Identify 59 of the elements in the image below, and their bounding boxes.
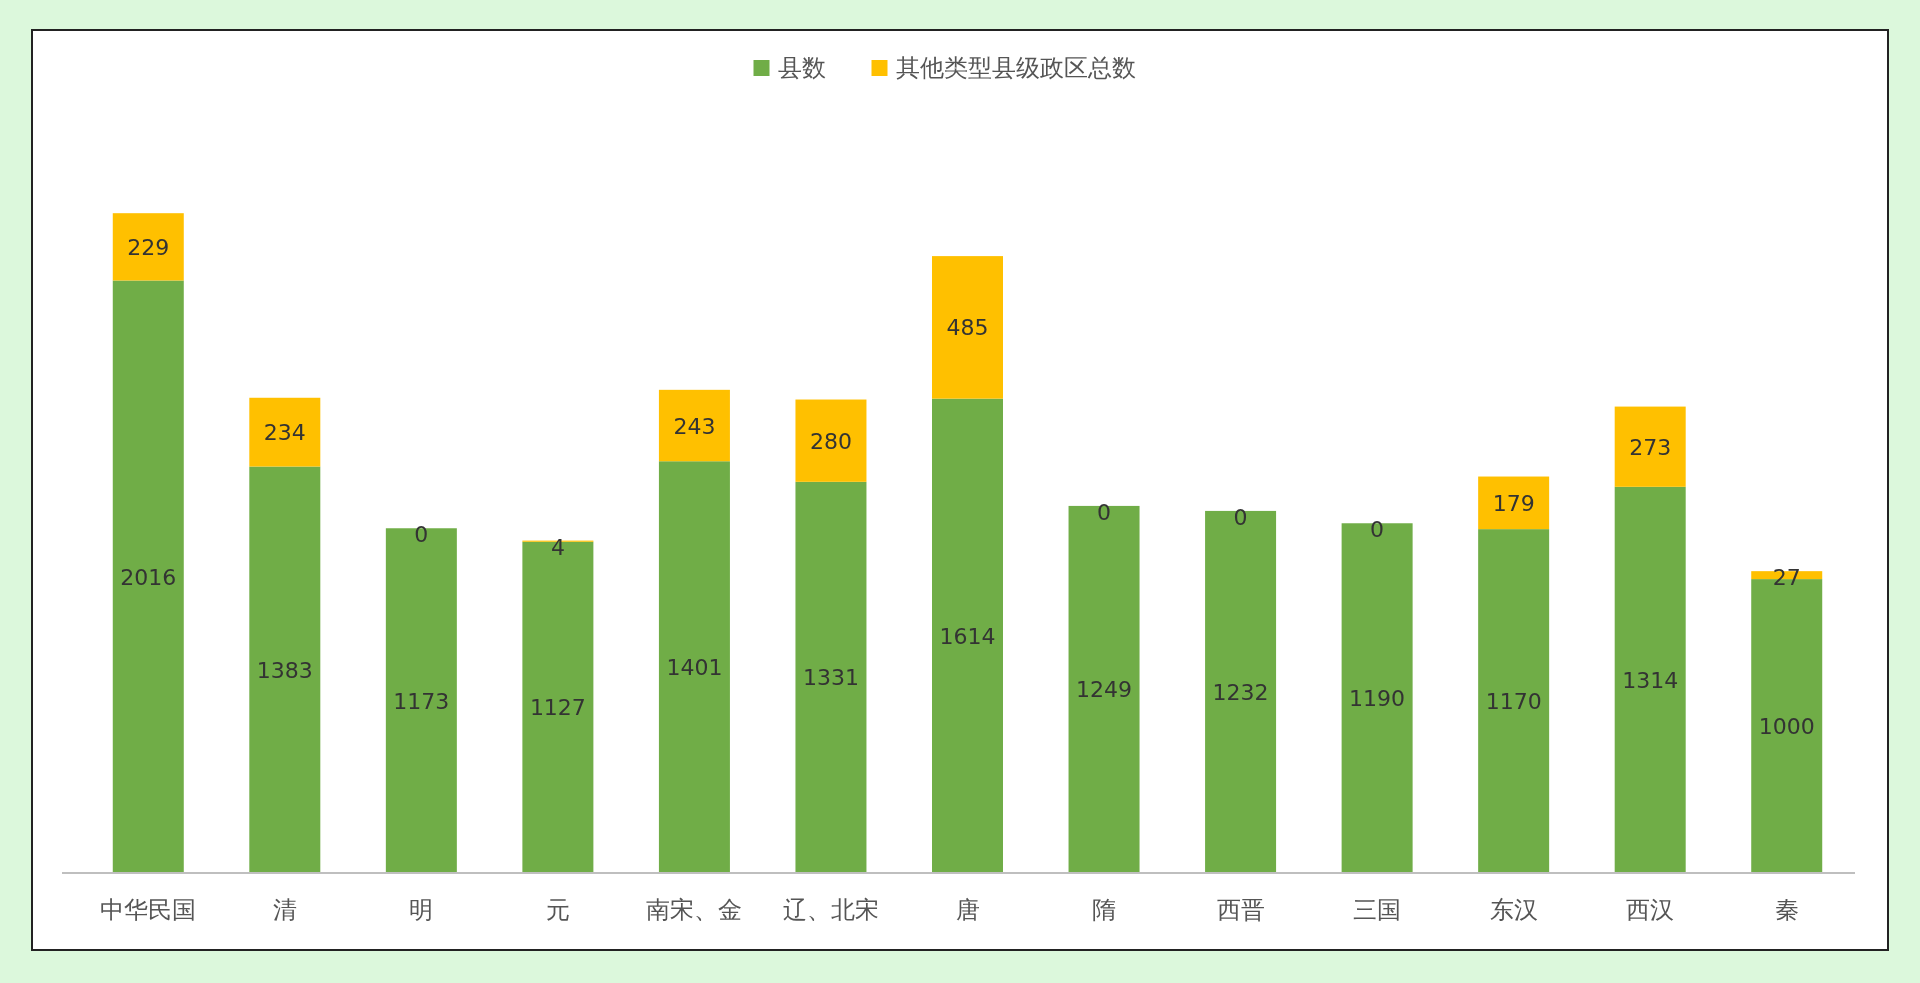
- data-label: 234: [263, 420, 306, 446]
- bar: [1341, 523, 1413, 873]
- bar: [112, 280, 184, 873]
- bar: [522, 541, 594, 873]
- x-tick-label: 三国: [1353, 896, 1402, 924]
- x-tick-label: 西晋: [1216, 896, 1265, 924]
- legend-label: 其他类型县级政区总数: [895, 54, 1136, 82]
- bar: [932, 398, 1003, 873]
- x-tick-label: 清: [272, 896, 297, 924]
- x-tick-label: 元: [545, 896, 570, 924]
- data-label: 229: [127, 234, 170, 260]
- data-label: 280: [809, 428, 852, 454]
- bar: [385, 528, 457, 873]
- data-label: 0: [1097, 499, 1112, 525]
- data-label: 179: [1492, 490, 1535, 516]
- data-label: 1232: [1212, 679, 1269, 705]
- x-tick-label: 秦: [1774, 896, 1799, 924]
- data-label: 0: [414, 522, 429, 548]
- bar: [1478, 529, 1550, 873]
- bar: [249, 397, 321, 467]
- x-tick-label: 中华民国: [100, 896, 197, 924]
- data-label: 1331: [802, 665, 859, 691]
- x-tick-label: 东汉: [1489, 896, 1538, 924]
- data-label: 2016: [120, 564, 177, 590]
- data-label: 0: [1370, 517, 1385, 543]
- bar: [795, 399, 867, 482]
- data-label: 1173: [393, 688, 450, 714]
- bar: [1205, 510, 1277, 873]
- data-label: 273: [1629, 434, 1672, 460]
- data-label: 4: [550, 534, 565, 560]
- x-tick-label: 唐: [955, 896, 980, 924]
- bar: [1614, 486, 1686, 873]
- data-label: 1314: [1622, 667, 1679, 693]
- x-tick-label: 辽、北宋: [782, 896, 879, 924]
- data-label: 1614: [939, 623, 996, 649]
- x-tick-label: 西汉: [1626, 896, 1675, 924]
- bar: [249, 466, 321, 873]
- data-label: 243: [673, 413, 716, 439]
- bar: [1614, 406, 1686, 487]
- bar: [795, 481, 867, 873]
- legend-label: 县数: [777, 54, 826, 82]
- bar: [658, 389, 730, 462]
- bar: [1068, 505, 1140, 873]
- x-tick-label: 隋: [1092, 896, 1117, 924]
- data-label: 1249: [1076, 677, 1133, 703]
- bar: [658, 461, 730, 873]
- data-label: 1190: [1349, 686, 1406, 712]
- data-label: 1170: [1485, 689, 1542, 715]
- data-label: 1383: [256, 657, 313, 683]
- data-label: 1000: [1758, 714, 1815, 740]
- bar: [112, 213, 184, 281]
- data-label: 1127: [529, 695, 586, 721]
- x-tick-label: 南宋、金: [646, 896, 743, 924]
- data-label: 1401: [666, 655, 723, 681]
- bar: [932, 256, 1003, 399]
- bar: [1478, 476, 1550, 530]
- x-tick-label: 明: [409, 896, 434, 924]
- data-label: 485: [946, 315, 989, 341]
- data-label: 0: [1233, 504, 1248, 530]
